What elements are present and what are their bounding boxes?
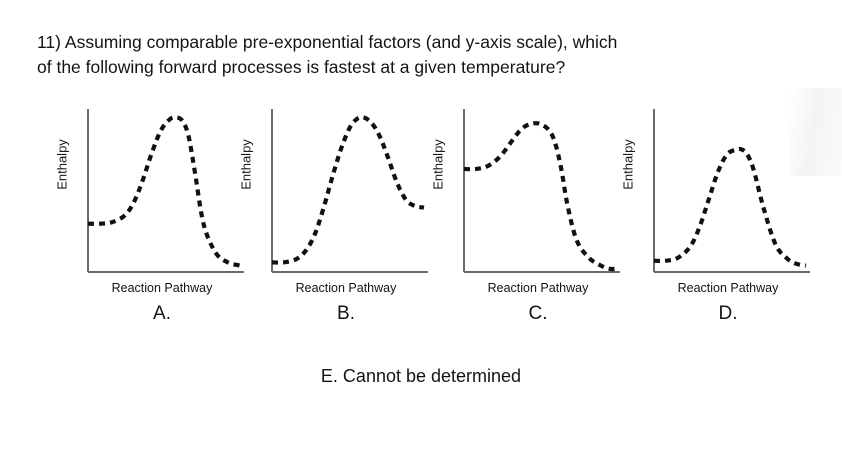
reaction-diagram-c — [454, 105, 622, 280]
choice-label-d[interactable]: D. — [718, 303, 738, 324]
y-axis-label: Enthalpy — [430, 139, 446, 190]
y-axis-label: Enthalpy — [54, 139, 70, 190]
y-axis-label: Enthalpy — [238, 139, 254, 190]
question-text: 11) Assuming comparable pre-exponential … — [37, 32, 618, 78]
answer-choice-a[interactable]: Enthalpy Reaction Pathway A. — [48, 105, 248, 335]
energy-profile-curve — [271, 115, 425, 265]
reaction-diagram-a — [78, 105, 246, 280]
x-axis-label: Reaction Pathway — [295, 281, 397, 295]
answer-choice-diagrams: Enthalpy Reaction Pathway A. Enthalpy Reacti… — [0, 105, 842, 335]
x-axis-label: Reaction Pathway — [487, 281, 589, 295]
choice-label-b[interactable]: B. — [337, 303, 355, 324]
energy-profile-curve — [653, 146, 807, 268]
option-e-cannot-be-determined[interactable]: E. Cannot be determined — [320, 366, 522, 386]
choice-label-a[interactable]: A. — [153, 303, 171, 324]
energy-profile-curve — [463, 121, 617, 272]
answer-choice-d[interactable]: Enthalpy Reaction Pathway D. — [614, 105, 814, 335]
reaction-diagram-d — [644, 105, 812, 280]
y-axis-label: Enthalpy — [620, 139, 636, 190]
choice-label-c[interactable]: C. — [528, 303, 548, 324]
reaction-diagram-b — [262, 105, 430, 280]
answer-choice-b[interactable]: Enthalpy Reaction Pathway B. — [232, 105, 432, 335]
energy-profile-curve — [87, 115, 241, 268]
answer-choice-c[interactable]: Enthalpy Reaction Pathway C. — [424, 105, 624, 335]
x-axis-label: Reaction Pathway — [677, 281, 779, 295]
x-axis-label: Reaction Pathway — [111, 281, 213, 295]
